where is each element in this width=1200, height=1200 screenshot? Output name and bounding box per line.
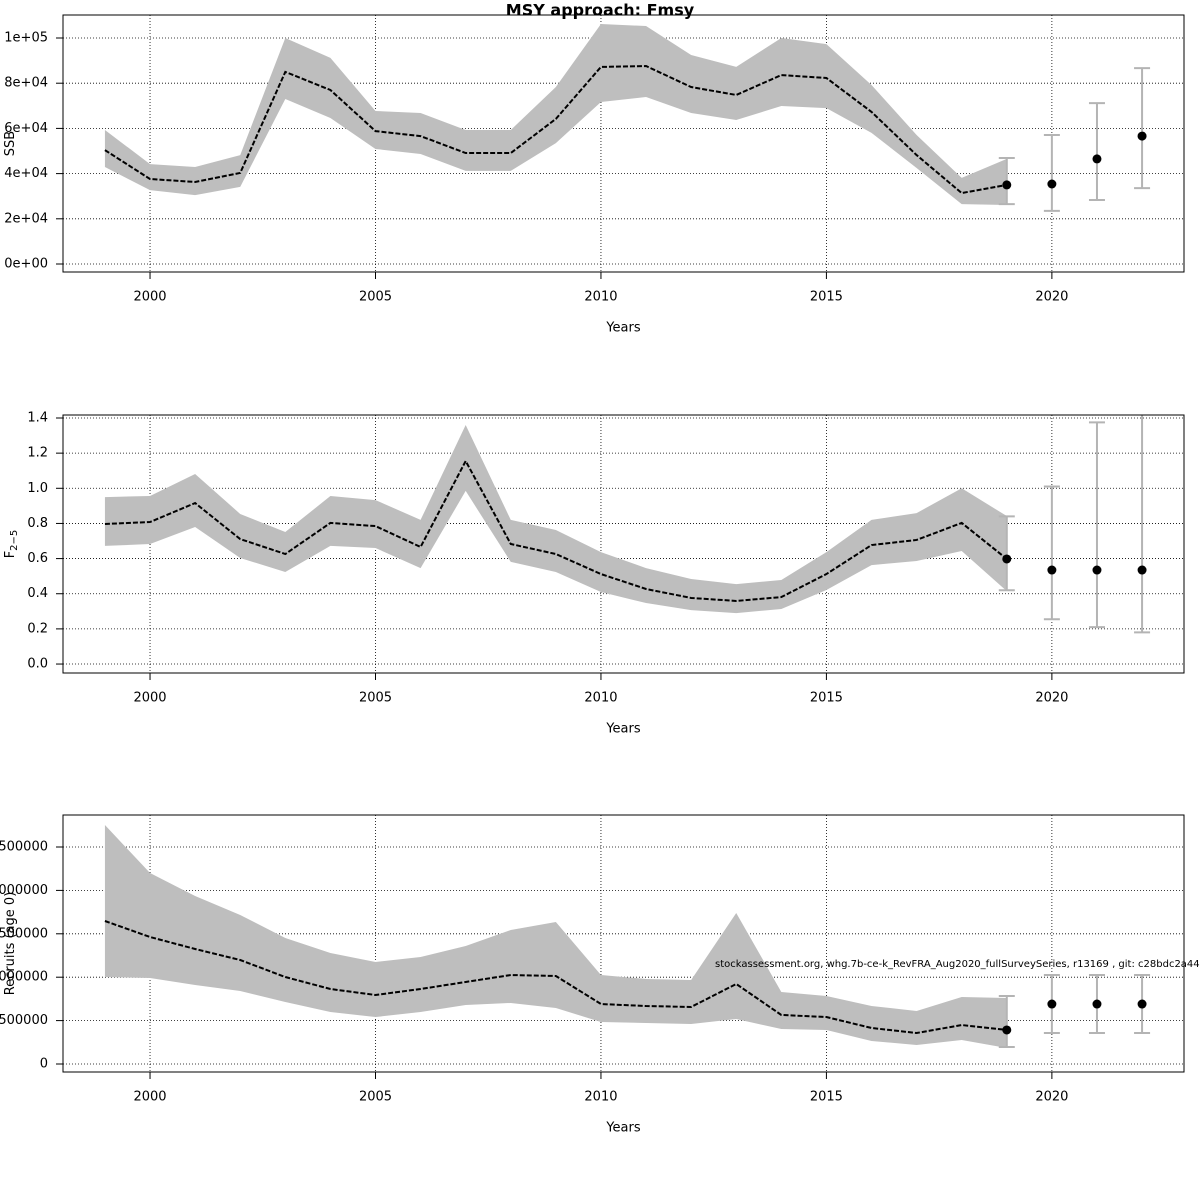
x-tick-label: 2010 <box>584 290 617 305</box>
y-tick-label: 1.0 <box>27 481 48 496</box>
x-axis-label: Years <box>605 1121 641 1136</box>
plot-area <box>104 825 1151 1049</box>
y-tick-label: 0 <box>40 1057 48 1072</box>
y-tick-label: 0e+00 <box>4 256 48 271</box>
y-axis-label-main: SSB <box>3 131 18 156</box>
x-tick-label: 2000 <box>133 1090 166 1105</box>
y-tick-label: 6e+04 <box>4 121 48 136</box>
confidence-band <box>104 23 1007 206</box>
y-tick-label: 8e+04 <box>4 76 48 91</box>
y-tick-label: 1500000 <box>0 926 48 941</box>
plot-area <box>104 415 1151 634</box>
forecast-point <box>1092 565 1102 575</box>
forecast-point <box>1137 131 1147 141</box>
forecast-point <box>1002 1025 1012 1035</box>
y-tick-label: 2500000 <box>0 840 48 855</box>
x-tick-label: 2015 <box>810 1090 843 1105</box>
footnote: stockassessment.org, whg.7b-ce-k_RevFRA_… <box>715 959 1200 970</box>
y-tick-label: 500000 <box>0 1013 48 1028</box>
y-axis-label: F2−5 <box>3 530 21 559</box>
y-tick-label: 1.2 <box>27 446 48 461</box>
confidence-band <box>104 825 1007 1049</box>
panel: 2000 2005 2010 2015 2020 0e+00 2e+04 4e+04 6e+04… <box>3 14 1185 336</box>
y-axis-label-main: Recruits (age 0) <box>3 892 18 996</box>
x-tick-label: 2005 <box>359 1090 392 1105</box>
plot-frame <box>62 14 1185 273</box>
x-tick-label: 2020 <box>1035 691 1068 706</box>
panel: 2000 2005 2010 2015 2020 0 500000 1000000 150000… <box>0 814 1185 1136</box>
forecast-point <box>1092 154 1102 164</box>
y-tick-label: 1.4 <box>27 410 48 425</box>
estimate-line <box>104 920 1007 1035</box>
plot-area <box>104 23 1151 212</box>
forecast-point <box>1002 180 1012 190</box>
y-tick-label: 0.2 <box>27 621 48 636</box>
estimate-line <box>104 65 1007 195</box>
x-tick-label: 2015 <box>810 290 843 305</box>
y-axis-label: SSB <box>3 131 18 156</box>
estimate-line <box>104 458 1008 602</box>
forecast-point <box>1047 565 1057 575</box>
y-axis-label-main: F <box>3 551 18 558</box>
x-axis-label: Years <box>605 321 641 336</box>
forecast-point <box>1002 554 1012 564</box>
y-tick-label: 0.4 <box>27 586 48 601</box>
forecast-point <box>1137 565 1147 575</box>
y-tick-label: 4e+04 <box>4 166 48 181</box>
plot-frame <box>62 814 1185 1073</box>
y-tick-label: 0.0 <box>27 657 48 672</box>
plot-frame <box>62 414 1185 674</box>
x-tick-label: 2000 <box>133 691 166 706</box>
figure-title: MSY approach: Fmsy <box>506 1 695 20</box>
y-tick-label: 2000000 <box>0 883 48 898</box>
y-tick-label: 1e+05 <box>4 31 48 46</box>
x-tick-label: 2005 <box>359 290 392 305</box>
y-tick-label: 2e+04 <box>4 211 48 226</box>
x-tick-label: 2005 <box>359 691 392 706</box>
y-tick-label: 0.8 <box>27 516 48 531</box>
x-tick-label: 2015 <box>810 691 843 706</box>
x-tick-label: 2000 <box>133 290 166 305</box>
x-axis-label: Years <box>605 722 641 737</box>
x-tick-label: 2010 <box>584 691 617 706</box>
y-tick-label: 1000000 <box>0 970 48 985</box>
x-tick-label: 2010 <box>584 1090 617 1105</box>
panel: 2000 2005 2010 2015 2020 0.0 0.2 0.4 0.6 0.8 1.0 1.… <box>3 410 1185 737</box>
y-axis-label-sub: 2−5 <box>9 530 20 551</box>
forecast-point <box>1092 999 1102 1009</box>
forecast-point <box>1047 999 1057 1009</box>
forecast-point <box>1047 179 1057 189</box>
x-tick-label: 2020 <box>1035 290 1068 305</box>
y-tick-label: 0.6 <box>27 551 48 566</box>
forecast-point <box>1137 999 1147 1009</box>
y-axis-label: Recruits (age 0) <box>3 892 18 996</box>
x-tick-label: 2020 <box>1035 1090 1068 1105</box>
